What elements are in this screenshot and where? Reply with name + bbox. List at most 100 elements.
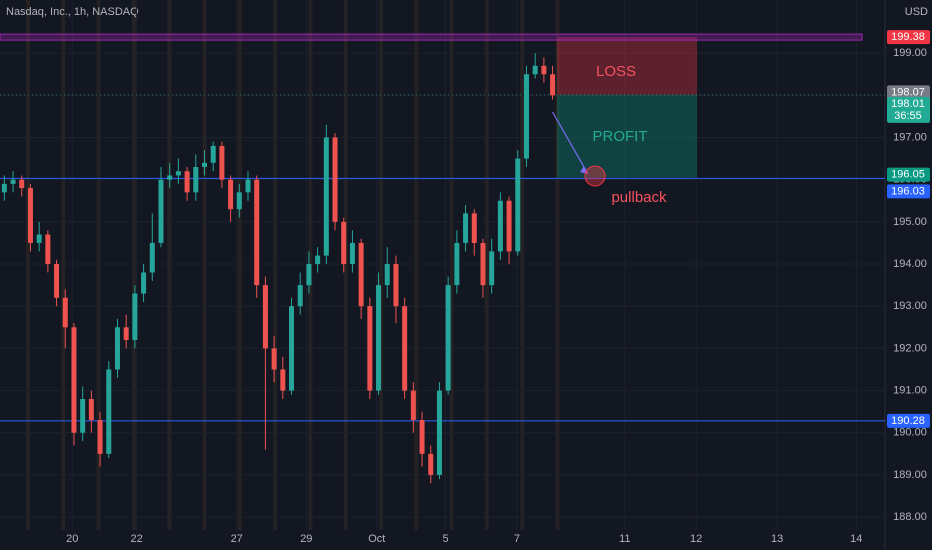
loss-label: LOSS [596, 63, 636, 80]
y-tick-label: 191.00 [893, 384, 927, 396]
price-tag-label: 196.05 [891, 168, 925, 180]
candle-body [323, 137, 329, 256]
price-tag [887, 30, 930, 45]
candle-body [27, 188, 33, 243]
y-tick-label: 193.00 [893, 300, 927, 312]
x-tick-label: 12 [690, 533, 702, 545]
candle-body [541, 65, 547, 75]
session-stripe [131, 0, 136, 530]
candle-body [71, 327, 77, 433]
candle-body [419, 420, 425, 454]
candle-body [289, 306, 295, 391]
x-tick-label: 11 [619, 533, 630, 545]
level-band [0, 33, 863, 41]
annotation: pullback [611, 189, 667, 206]
candle-body [315, 255, 321, 265]
session-stripe [379, 0, 383, 530]
arrow [552, 111, 589, 175]
candle-body [471, 213, 477, 243]
profit-label: PROFIT [593, 128, 648, 145]
candle-body [376, 285, 382, 391]
candle-body [367, 306, 373, 391]
candle-body [236, 192, 242, 210]
price-tag-label: 190.28 [891, 415, 925, 427]
candle-body [219, 145, 225, 180]
x-tick-label: 14 [850, 533, 862, 545]
candle-body [114, 327, 120, 370]
price-tag [887, 413, 930, 428]
candle-body [532, 65, 538, 75]
price-tag [887, 96, 930, 123]
candle-body [550, 74, 556, 96]
x-tick-label: 7 [514, 533, 520, 545]
candle-body [123, 327, 129, 340]
candle-body [228, 179, 234, 210]
price-tag [887, 167, 930, 182]
candle-body [254, 179, 260, 286]
candle-body [463, 213, 469, 243]
candle-body [175, 171, 181, 176]
candle-body [349, 242, 355, 265]
candle-body [480, 242, 486, 286]
session-stripe [167, 0, 172, 530]
x-tick-label: 27 [231, 533, 243, 545]
session-stripe [520, 0, 525, 530]
x-tick-label: 22 [130, 533, 142, 545]
candle-body [158, 179, 164, 243]
y-tick-label: 197.00 [893, 131, 927, 143]
y-tick-label: 199.00 [893, 47, 927, 59]
x-tick-label: 13 [771, 533, 783, 545]
price-tag-label: 199.38 [891, 31, 925, 43]
candle-body [88, 399, 94, 421]
candle-body [384, 264, 390, 286]
x-tick-label: 20 [66, 533, 78, 545]
session-stripe [414, 0, 419, 530]
candle-body [141, 272, 147, 294]
candle-body [1, 183, 7, 193]
candle-body [454, 242, 460, 286]
y-tick-label: 190.00 [893, 427, 927, 439]
x-tick-label: Oct [368, 533, 385, 545]
candle-body [515, 158, 521, 252]
candle-body [36, 234, 42, 243]
candle-body [523, 74, 529, 159]
session-stripe [26, 0, 30, 530]
candle-body [201, 162, 207, 168]
candle-body [445, 285, 451, 391]
candle-body [149, 242, 155, 273]
candle-body [341, 221, 347, 265]
y-tick-label: 189.00 [893, 469, 927, 481]
candle-body [80, 399, 86, 433]
candle-body [410, 390, 416, 421]
candle-body [193, 167, 199, 193]
candle-body [62, 297, 68, 328]
candle-body [280, 369, 286, 391]
session-stripes [26, 0, 560, 530]
session-stripe [449, 0, 454, 530]
target-circle [584, 165, 606, 187]
candle-body [393, 264, 399, 307]
candle-body [132, 293, 138, 340]
y-tick-label: 194.00 [893, 258, 927, 270]
candle-body [97, 420, 103, 454]
session-stripe [96, 0, 101, 530]
candle-body [19, 179, 25, 189]
price-tag [887, 184, 930, 199]
currency: USD [905, 6, 928, 18]
candle-body [210, 145, 216, 163]
session-stripe [237, 0, 242, 530]
y-tick-label: 195.00 [893, 216, 927, 228]
candle-body [106, 369, 112, 454]
candle-body [306, 264, 312, 286]
candle-body [262, 285, 268, 349]
candle-body [167, 175, 173, 180]
candle-body [436, 390, 442, 475]
profit-zone [557, 94, 697, 178]
candle-body [245, 179, 251, 193]
candle-body [402, 306, 408, 391]
x-tick-label: 29 [300, 533, 312, 545]
price-tag-label: 198.01 [891, 98, 925, 110]
countdown: 36:55 [894, 110, 922, 122]
